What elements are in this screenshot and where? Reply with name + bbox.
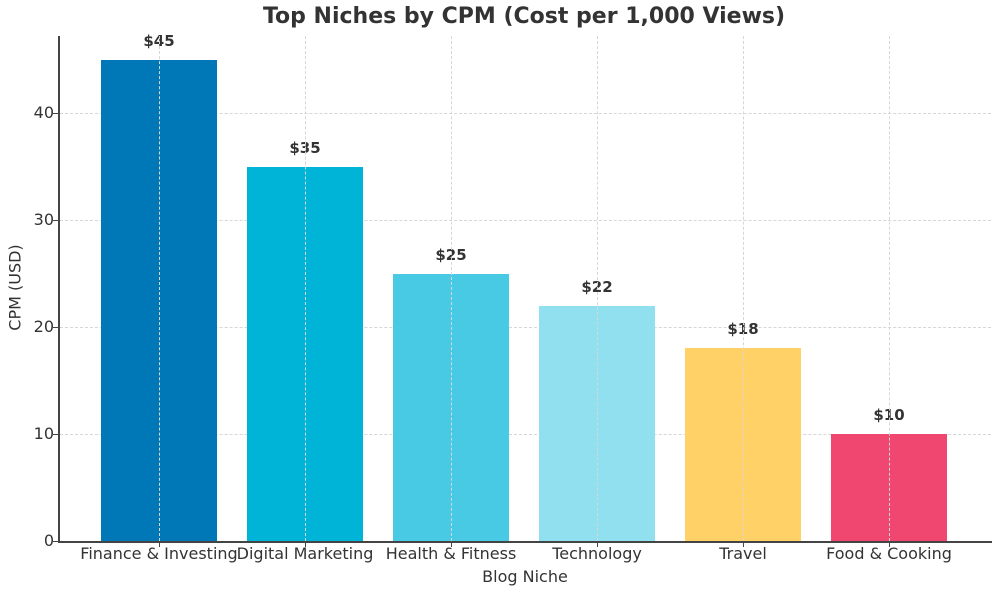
x-tick-label: Finance & Investing: [80, 544, 238, 563]
y-tick-mark: [53, 541, 59, 542]
horizontal-gridline: [60, 220, 991, 221]
y-tick-mark: [53, 434, 59, 435]
y-tick-label: 30: [33, 210, 54, 229]
horizontal-gridline: [60, 113, 991, 114]
vertical-gridline: [305, 36, 306, 541]
y-tick-mark: [53, 327, 59, 328]
vertical-gridline: [743, 36, 744, 541]
vertical-gridline: [889, 36, 890, 541]
x-tick-mark: [451, 541, 452, 547]
x-tick-label: Health & Fitness: [385, 544, 517, 563]
x-tick-mark: [305, 541, 306, 547]
horizontal-gridline: [60, 434, 991, 435]
vertical-gridline: [597, 36, 598, 541]
vertical-gridline: [451, 36, 452, 541]
chart-title: Top Niches by CPM (Cost per 1,000 Views): [262, 4, 786, 29]
y-tick-label: 20: [33, 317, 54, 336]
x-tick-mark: [159, 541, 160, 547]
x-tick-mark: [743, 541, 744, 547]
y-tick-mark: [53, 220, 59, 221]
x-tick-label: Technology: [552, 544, 642, 563]
vertical-gridline: [159, 36, 160, 541]
x-tick-label: Food & Cooking: [826, 544, 952, 563]
y-tick-label: 10: [33, 424, 54, 443]
x-tick-label: Digital Marketing: [236, 544, 374, 563]
y-tick-label: 0: [43, 531, 54, 550]
x-axis-spine: [58, 541, 992, 543]
y-axis-label: CPM (USD): [5, 244, 25, 331]
y-axis-spine: [58, 36, 60, 542]
horizontal-gridline: [60, 327, 991, 328]
y-tick-mark: [53, 113, 59, 114]
x-axis-label: Blog Niche: [482, 567, 568, 586]
x-tick-mark: [889, 541, 890, 547]
y-tick-label: 40: [33, 103, 54, 122]
x-tick-label: Travel: [719, 544, 767, 563]
x-tick-mark: [597, 541, 598, 547]
